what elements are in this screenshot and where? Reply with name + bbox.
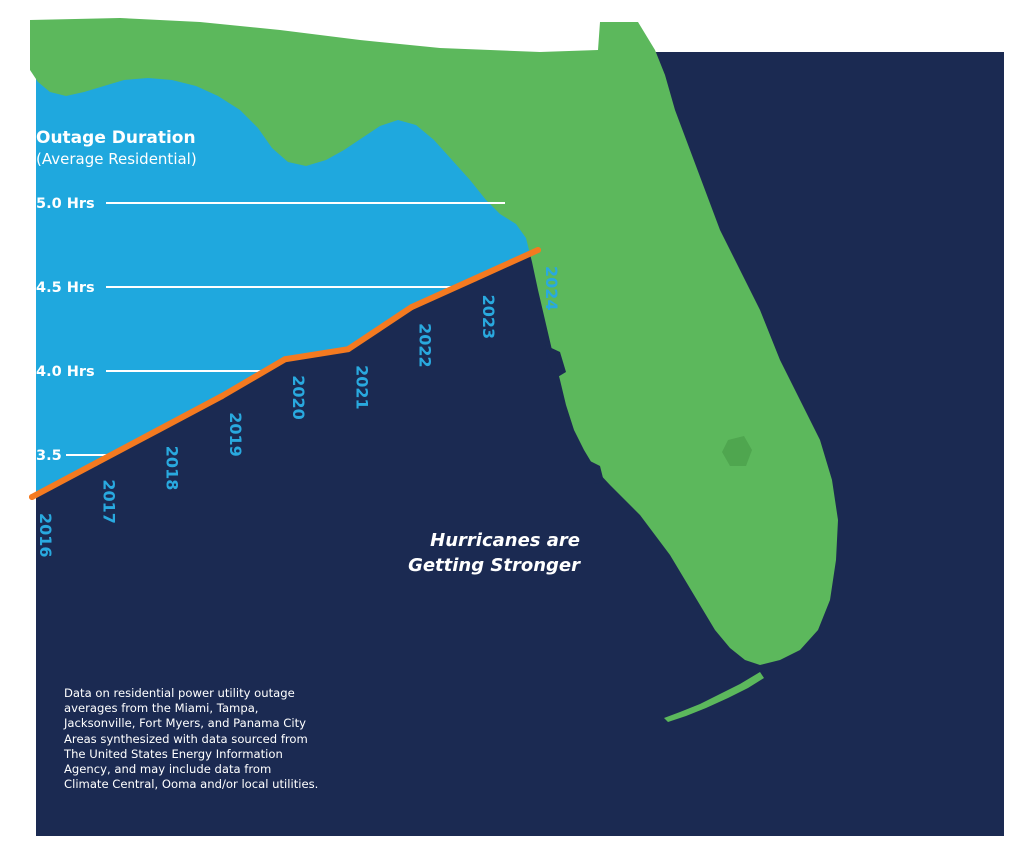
footnote-line: Agency, and may include data from bbox=[64, 762, 272, 777]
data-point bbox=[408, 304, 415, 311]
callout-line-2: Getting Stronger bbox=[408, 555, 581, 576]
florida-keys bbox=[664, 672, 764, 722]
tampa-bay bbox=[545, 345, 566, 378]
x-tick-label: 2021 bbox=[352, 365, 371, 410]
x-tick-label: 2019 bbox=[226, 412, 245, 457]
footnote-line: The United States Energy Information bbox=[64, 746, 283, 761]
footnote-line: Jacksonville, Fort Myers, and Panama Cit… bbox=[64, 716, 306, 731]
x-tick-labels: 2016 2017 2018 2019 2020 2021 2022 2023 2024 bbox=[36, 266, 561, 557]
x-tick-label: 2024 bbox=[542, 266, 561, 311]
callout-line-1: Hurricanes are bbox=[430, 530, 580, 551]
data-point bbox=[92, 460, 99, 467]
data-point bbox=[471, 275, 478, 282]
y-tick-label: 4.0 Hrs bbox=[36, 364, 95, 380]
data-point bbox=[218, 393, 225, 400]
chart-title: Outage Duration bbox=[36, 128, 196, 148]
y-tick-label: 4.5 Hrs bbox=[36, 280, 95, 296]
x-tick-label: 2017 bbox=[99, 479, 118, 524]
y-tick-label: 5.0 Hrs bbox=[36, 196, 95, 212]
data-point bbox=[29, 494, 35, 500]
florida-land bbox=[30, 18, 838, 665]
chart-subtitle: (Average Residential) bbox=[36, 150, 197, 168]
data-point bbox=[535, 247, 541, 254]
x-tick-label: 2023 bbox=[479, 295, 498, 340]
data-point bbox=[155, 426, 162, 433]
footnote-line: Climate Central, Ooma and/or local utili… bbox=[64, 777, 319, 792]
lake-okeechobee bbox=[722, 436, 752, 466]
footnote-line: averages from the Miami, Tampa, bbox=[64, 701, 259, 716]
x-tick-label: 2020 bbox=[289, 375, 308, 420]
x-tick-label: 2022 bbox=[416, 323, 435, 368]
data-point bbox=[282, 356, 288, 363]
footnote-line: Data on residential power utility outage bbox=[64, 686, 295, 700]
y-tick-labels: 3.5 4.0 Hrs 4.5 Hrs 5.0 Hrs bbox=[36, 196, 95, 464]
footnote-line: Areas synthesized with data sourced from bbox=[64, 731, 308, 746]
x-tick-label: 2018 bbox=[163, 446, 182, 491]
y-tick-label: 3.5 bbox=[36, 448, 62, 464]
gridlines bbox=[66, 202, 505, 456]
source-footnote: Data on residential power utility outage… bbox=[64, 686, 394, 792]
x-tick-label: 2016 bbox=[36, 513, 55, 558]
charlotte-harbor bbox=[586, 460, 604, 484]
data-point bbox=[345, 346, 352, 353]
